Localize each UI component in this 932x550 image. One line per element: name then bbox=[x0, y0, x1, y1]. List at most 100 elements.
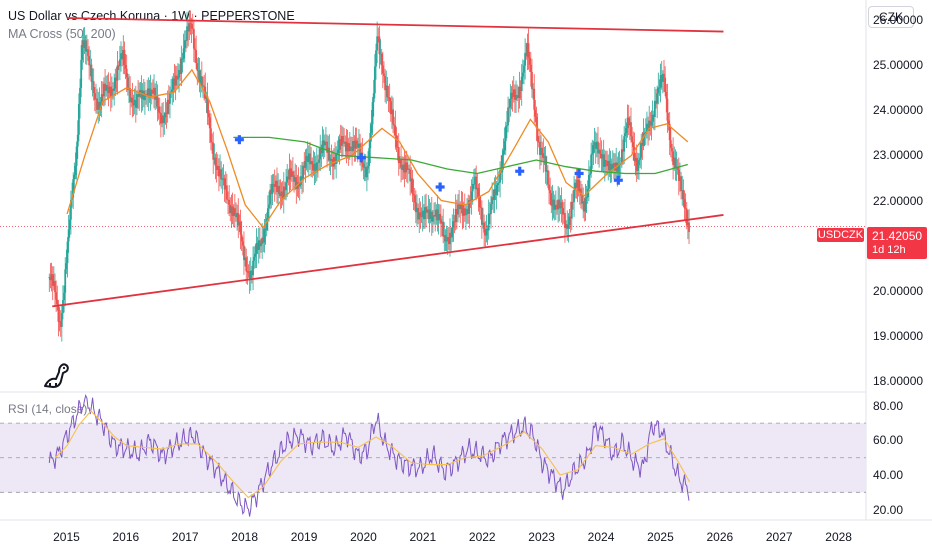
price-axis-label: 20.00000 bbox=[873, 283, 924, 298]
candle-body bbox=[320, 148, 323, 154]
candle-body bbox=[247, 271, 250, 274]
tradingview-logo-icon[interactable] bbox=[42, 360, 72, 390]
candle-body bbox=[622, 149, 624, 152]
candle-body bbox=[399, 159, 401, 164]
candle-body bbox=[548, 184, 550, 191]
candle-body bbox=[89, 64, 92, 66]
candle-body bbox=[174, 75, 177, 86]
candle-body bbox=[122, 50, 125, 60]
candle-body bbox=[503, 141, 506, 151]
candle-body bbox=[589, 173, 591, 176]
candle-body bbox=[347, 143, 350, 152]
candle-body bbox=[402, 164, 405, 170]
candle-body bbox=[597, 141, 599, 154]
candle-body bbox=[335, 153, 338, 164]
candle-body bbox=[118, 59, 121, 67]
candle-body bbox=[96, 98, 99, 110]
candle-body bbox=[258, 240, 261, 247]
candle-body bbox=[677, 169, 680, 181]
candle-body bbox=[67, 229, 70, 242]
ma-cross-marker bbox=[234, 135, 244, 145]
candle-body bbox=[636, 165, 639, 171]
candle-body bbox=[572, 201, 574, 203]
candle-body bbox=[647, 123, 649, 131]
candle-body bbox=[487, 213, 490, 231]
candle-body bbox=[414, 202, 417, 213]
candle-body bbox=[449, 232, 451, 245]
candle-body bbox=[420, 216, 423, 218]
candle-body bbox=[236, 213, 239, 218]
candle-body bbox=[491, 197, 494, 204]
candle-body bbox=[229, 204, 232, 214]
candle-body bbox=[115, 77, 118, 81]
candle-body bbox=[422, 210, 425, 220]
candle-body bbox=[630, 122, 632, 137]
candle-body bbox=[502, 150, 505, 156]
cross-v bbox=[359, 153, 363, 163]
candle-body bbox=[638, 159, 640, 166]
cross-v bbox=[237, 135, 241, 145]
candle-body bbox=[246, 271, 249, 272]
candle-body bbox=[532, 88, 534, 90]
candle-body bbox=[606, 165, 608, 167]
candle-body bbox=[206, 96, 209, 114]
candle-body bbox=[648, 120, 651, 131]
candle-body bbox=[478, 196, 481, 208]
candle-body bbox=[542, 153, 545, 158]
candle-body bbox=[269, 189, 272, 205]
candle-body bbox=[635, 157, 638, 171]
candle-body bbox=[664, 77, 667, 93]
candle-body bbox=[77, 103, 80, 135]
trendlines bbox=[52, 17, 724, 308]
candle-body bbox=[186, 26, 188, 41]
candle-body bbox=[191, 28, 194, 30]
candle-body bbox=[121, 53, 124, 60]
candle-body bbox=[276, 180, 278, 193]
candle-body bbox=[219, 169, 221, 177]
candlestick-series bbox=[0, 10, 866, 342]
candle-body bbox=[405, 162, 408, 170]
candle-body bbox=[408, 168, 410, 170]
candle-body bbox=[114, 77, 117, 89]
candle-body bbox=[325, 141, 327, 143]
candle-body bbox=[454, 209, 457, 223]
candle-body bbox=[303, 165, 306, 168]
candle-body bbox=[475, 176, 478, 190]
ma-cross-indicator-label[interactable]: MA Cross (50, 200) bbox=[8, 27, 116, 41]
candle-body bbox=[230, 206, 233, 214]
candle-body bbox=[244, 257, 246, 261]
candle-body bbox=[498, 182, 500, 184]
candle-body bbox=[506, 125, 508, 127]
candle-body bbox=[680, 176, 682, 191]
candle-body bbox=[671, 148, 673, 152]
candle-body bbox=[411, 178, 414, 195]
candle-body bbox=[125, 68, 128, 78]
candle-body bbox=[579, 188, 582, 196]
candle-body bbox=[660, 75, 663, 82]
candle-body bbox=[272, 183, 275, 185]
ma-cross-marker bbox=[515, 166, 525, 176]
candle-body bbox=[182, 48, 185, 59]
candle-body bbox=[99, 102, 102, 110]
candle-body bbox=[245, 257, 248, 272]
candle-body bbox=[392, 109, 394, 125]
candle-body bbox=[163, 117, 166, 124]
candle-body bbox=[55, 292, 58, 300]
candle-body bbox=[260, 244, 262, 247]
candle-body bbox=[482, 222, 484, 225]
candle-body bbox=[284, 186, 286, 191]
candle-body bbox=[577, 179, 580, 192]
candle-body bbox=[452, 221, 455, 228]
candle-body bbox=[626, 117, 629, 128]
currency-button[interactable]: CZK bbox=[868, 6, 914, 28]
candle-body bbox=[386, 85, 389, 98]
candle-body bbox=[162, 115, 165, 124]
candle-body bbox=[136, 94, 138, 108]
candle-body bbox=[581, 195, 583, 204]
candle-body bbox=[371, 102, 374, 125]
rsi-indicator-label[interactable]: RSI (14, close) bbox=[8, 402, 88, 416]
candle-body bbox=[233, 208, 236, 214]
candle-body bbox=[583, 201, 586, 212]
candle-body bbox=[199, 76, 202, 83]
